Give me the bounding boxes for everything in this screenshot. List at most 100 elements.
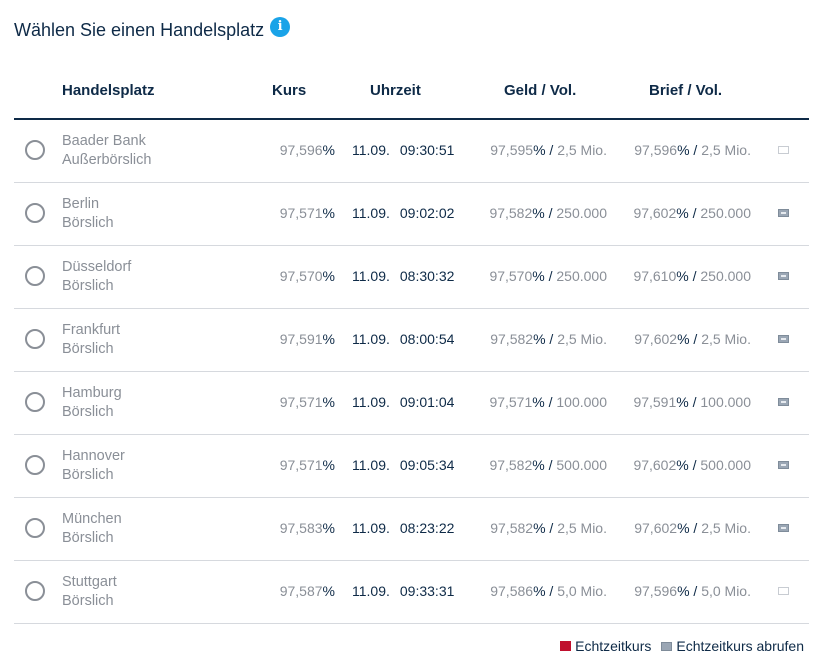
slash-separator: / <box>549 142 554 158</box>
slash-separator: / <box>692 205 697 221</box>
realtime-quote-icon[interactable] <box>778 272 789 280</box>
kurs-cell: 97,570% <box>280 268 335 284</box>
slash-separator: / <box>549 331 554 347</box>
geld-value: 97,582 <box>490 331 534 347</box>
brief-volume: 2,5 Mio. <box>701 142 751 158</box>
venue-type: Börslich <box>62 404 114 420</box>
select-radio[interactable] <box>25 266 45 286</box>
percent-sign: % <box>322 520 335 536</box>
realtime-quote-icon[interactable] <box>778 398 789 406</box>
realtime-quote-icon[interactable] <box>778 209 789 217</box>
slash-separator: / <box>693 583 698 599</box>
realtime-quote-icon[interactable] <box>778 335 789 343</box>
geld-value: 97,571 <box>489 394 533 410</box>
table-row[interactable]: München Börslich 97,583% 11.09. 08:23:22 97,5… <box>14 498 809 561</box>
header-brief: Brief / Vol. <box>649 82 723 99</box>
venue-cell: München Börslich <box>62 510 122 548</box>
venue-type: Börslich <box>62 341 114 357</box>
legend: Echtzeitkurs Echtzeitkurs abrufen <box>560 638 804 654</box>
select-radio[interactable] <box>25 581 45 601</box>
slash-separator: / <box>549 583 554 599</box>
brief-value: 97,602 <box>634 331 678 347</box>
select-radio[interactable] <box>25 392 45 412</box>
percent-sign: % <box>322 205 335 221</box>
table-row[interactable]: Düsseldorf Börslich 97,570% 11.09. 08:30:32 9… <box>14 246 809 309</box>
select-radio[interactable] <box>25 203 45 223</box>
select-radio[interactable] <box>25 329 45 349</box>
time-cell: 11.09. 09:33:31 <box>352 583 454 599</box>
realtime-quote-icon[interactable] <box>778 461 789 469</box>
brief-value: 97,602 <box>634 520 678 536</box>
time-cell: 11.09. 08:00:54 <box>352 331 454 347</box>
slash-separator: / <box>692 268 697 284</box>
venue-cell: Hannover Börslich <box>62 447 125 485</box>
brief-cell: 97,602% / 2,5 Mio. <box>634 520 751 536</box>
table-row[interactable]: Baader Bank Außerbörslich 97,596% 11.09. 09:… <box>14 120 809 183</box>
date-value: 11.09. <box>352 520 390 536</box>
realtime-marker-icon <box>560 641 572 651</box>
geld-value: 97,570 <box>489 268 533 284</box>
info-icon[interactable]: i <box>270 16 291 37</box>
realtime-quote-icon[interactable] <box>778 587 789 595</box>
slash-separator: / <box>548 394 553 410</box>
brief-cell: 97,596% / 5,0 Mio. <box>634 583 751 599</box>
clock-value: 09:33:31 <box>399 583 455 599</box>
venue-cell: Düsseldorf Börslich <box>62 258 131 296</box>
select-radio[interactable] <box>25 455 45 475</box>
brief-volume: 100.000 <box>700 394 751 410</box>
percent-sign: % <box>322 331 335 347</box>
venue-name: Frankfurt <box>62 322 121 338</box>
select-radio[interactable] <box>25 518 45 538</box>
percent-sign: % <box>676 205 689 221</box>
percent-sign: % <box>532 268 545 284</box>
page-title: Wählen Sie einen Handelsplatz i <box>14 16 291 41</box>
venue-name: München <box>62 511 122 527</box>
venue-type: Börslich <box>62 278 114 294</box>
percent-sign: % <box>677 520 690 536</box>
percent-sign: % <box>532 457 545 473</box>
legend-fetch-label[interactable]: Echtzeitkurs abrufen <box>676 638 804 654</box>
kurs-value: 97,571 <box>279 205 323 221</box>
kurs-cell: 97,571% <box>280 394 335 410</box>
geld-cell: 97,582% / 2,5 Mio. <box>490 520 607 536</box>
geld-cell: 97,582% / 500.000 <box>489 457 607 473</box>
brief-volume: 5,0 Mio. <box>701 583 751 599</box>
venue-cell: Baader Bank Außerbörslich <box>62 132 151 170</box>
time-cell: 11.09. 09:05:34 <box>352 457 454 473</box>
geld-value: 97,586 <box>490 583 534 599</box>
geld-volume: 5,0 Mio. <box>557 583 607 599</box>
slash-separator: / <box>693 520 698 536</box>
table-row[interactable]: Frankfurt Börslich 97,591% 11.09. 08:00:54 97… <box>14 309 809 372</box>
brief-value: 97,602 <box>633 457 677 473</box>
table-row[interactable]: Berlin Börslich 97,571% 11.09. 09:02:02 97,58… <box>14 183 809 246</box>
time-cell: 11.09. 08:23:22 <box>352 520 454 536</box>
table-row[interactable]: Hannover Börslich 97,571% 11.09. 09:05:34 97,… <box>14 435 809 498</box>
legend-realtime-label: Echtzeitkurs <box>575 638 652 654</box>
geld-volume: 250.000 <box>556 205 607 221</box>
venue-type: Börslich <box>62 215 114 231</box>
percent-sign: % <box>532 205 545 221</box>
percent-sign: % <box>322 142 335 158</box>
table-row[interactable]: Hamburg Börslich 97,571% 11.09. 09:01:04 97,5… <box>14 372 809 435</box>
percent-sign: % <box>322 583 335 599</box>
table-row[interactable]: Stuttgart Börslich 97,587% 11.09. 09:33:31 97… <box>14 561 809 624</box>
date-value: 11.09. <box>352 394 390 410</box>
select-radio[interactable] <box>25 140 45 160</box>
percent-sign: % <box>677 142 690 158</box>
table-header: Handelsplatz Kurs Uhrzeit Geld / Vol. Br… <box>14 60 809 120</box>
percent-sign: % <box>322 394 335 410</box>
brief-volume: 2,5 Mio. <box>701 331 751 347</box>
geld-volume: 250.000 <box>556 268 607 284</box>
venue-type: Börslich <box>62 467 114 483</box>
geld-cell: 97,571% / 100.000 <box>489 394 607 410</box>
slash-separator: / <box>549 520 554 536</box>
percent-sign: % <box>322 268 335 284</box>
brief-volume: 500.000 <box>700 457 751 473</box>
kurs-value: 97,571 <box>279 457 323 473</box>
realtime-quote-icon[interactable] <box>778 524 789 532</box>
kurs-value: 97,571 <box>279 394 323 410</box>
realtime-quote-icon[interactable] <box>778 146 789 154</box>
kurs-value: 97,596 <box>279 142 323 158</box>
clock-value: 08:00:54 <box>399 331 455 347</box>
fetch-realtime-icon[interactable] <box>661 641 673 651</box>
